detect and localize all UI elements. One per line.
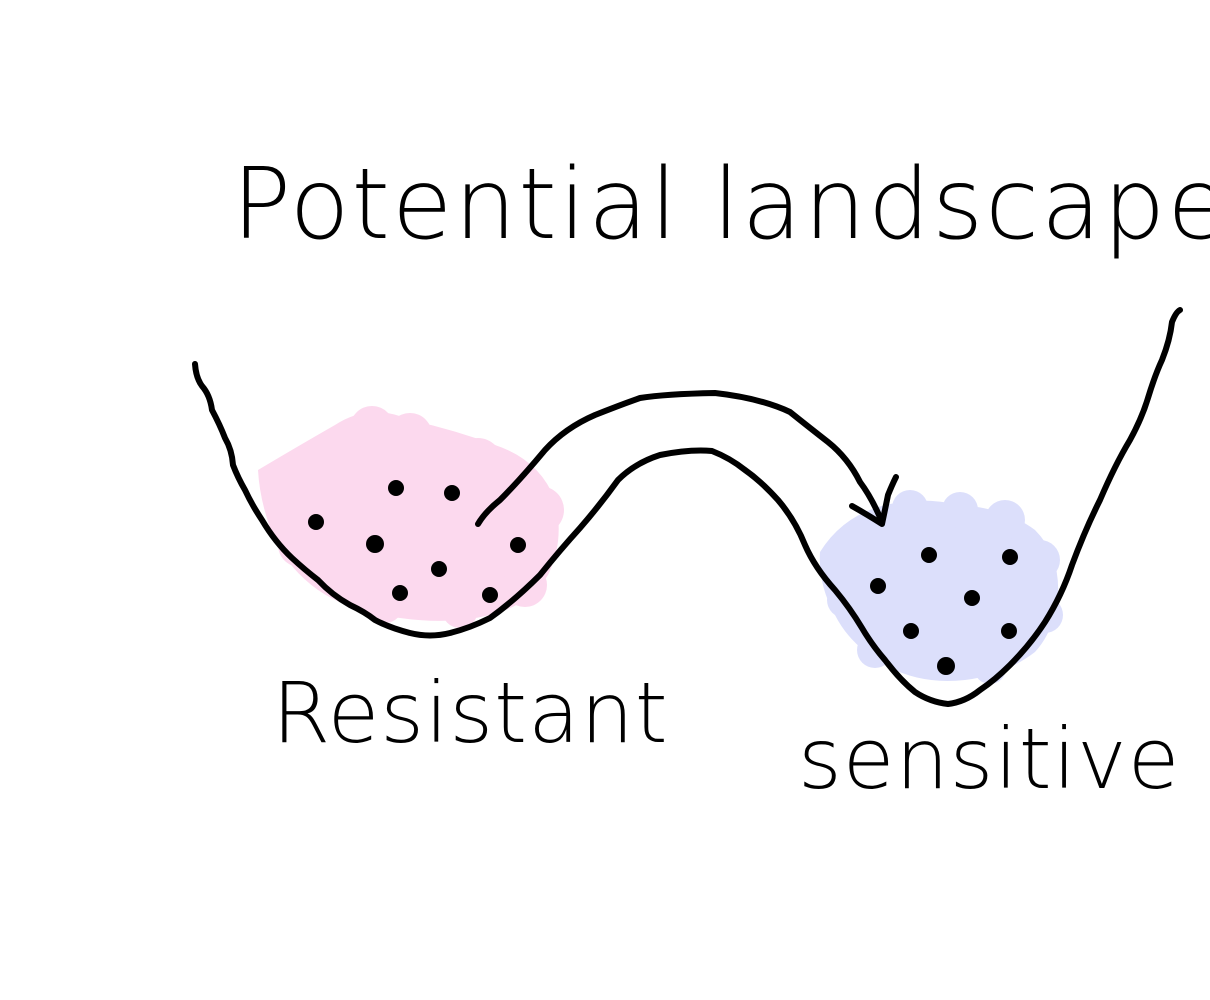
particle [921, 547, 937, 563]
particle [510, 537, 526, 553]
particle [903, 623, 919, 639]
label-sensitive: sensitive [798, 710, 1180, 808]
sensitive-particles [870, 547, 1018, 675]
transition-arrow [475, 390, 885, 527]
particle [482, 587, 498, 603]
particle [1001, 623, 1017, 639]
particle [308, 514, 324, 530]
diagram-title: Potential landscape [232, 148, 1210, 262]
particle [431, 561, 447, 577]
particle [1002, 549, 1018, 565]
resistant-particles [308, 480, 526, 603]
transition-arrowhead [849, 474, 899, 527]
particle [870, 578, 886, 594]
particle [392, 585, 408, 601]
label-resistant: Resistant [272, 664, 669, 762]
particle [964, 590, 980, 606]
particle [937, 657, 955, 675]
sensitive-cloud [819, 490, 1063, 684]
particle [444, 485, 460, 501]
potential-curve [192, 307, 1183, 707]
particle [366, 535, 384, 553]
particle [388, 480, 404, 496]
